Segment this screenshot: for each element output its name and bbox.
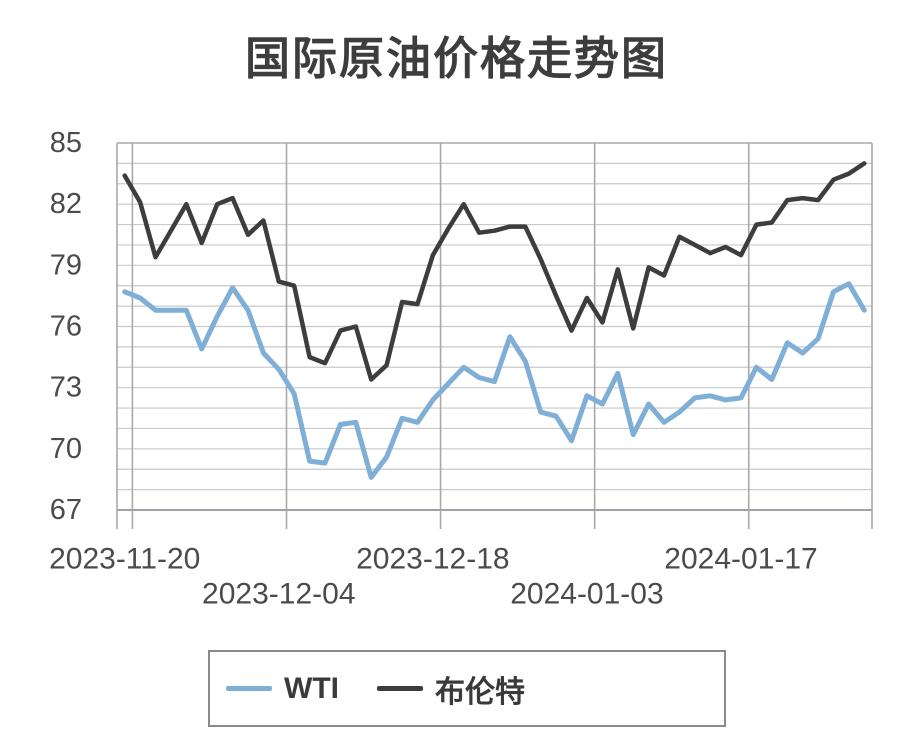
- x-tick-label: 2024-01-17: [664, 543, 817, 576]
- x-tick-label: 2023-11-20: [49, 543, 200, 576]
- chart-legend: WTI 布伦特: [208, 650, 726, 727]
- y-tick-label: 82: [50, 188, 82, 220]
- legend-item-WTI: WTI: [226, 672, 339, 706]
- legend-label: 布伦特: [434, 675, 525, 709]
- y-tick-label: 76: [50, 311, 82, 343]
- y-tick-label: 85: [50, 127, 82, 159]
- x-tick-label: 2023-12-18: [356, 543, 509, 576]
- x-tick-label: 2023-12-04: [202, 578, 355, 611]
- y-tick-label: 73: [50, 372, 82, 404]
- y-tick-label: 70: [50, 433, 82, 465]
- legend-item-布伦特: 布伦特: [376, 667, 525, 711]
- legend-label: WTI: [284, 671, 339, 705]
- y-tick-label: 67: [50, 494, 82, 526]
- legend-line-swatch: [376, 686, 423, 691]
- series-line-WTI: [122, 281, 867, 480]
- x-tick-label: 2024-01-03: [510, 578, 663, 611]
- chart-title: 国际原油价格走势图: [244, 33, 668, 84]
- series-line-布伦特: [122, 161, 867, 382]
- y-tick-label: 79: [50, 249, 82, 281]
- legend-line-swatch: [226, 686, 272, 691]
